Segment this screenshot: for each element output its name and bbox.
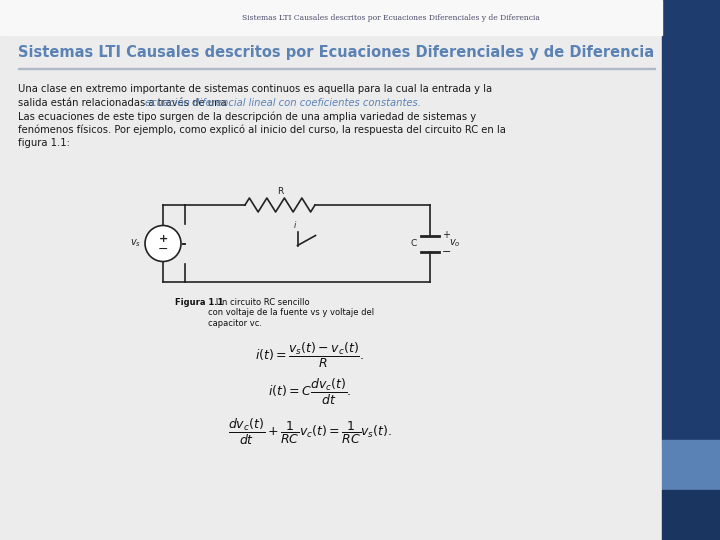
Text: +: +: [158, 233, 168, 244]
Text: $i(t) = \dfrac{v_s(t) - v_c(t)}{R}.$: $i(t) = \dfrac{v_s(t) - v_c(t)}{R}.$: [256, 341, 364, 369]
Text: $v_s$: $v_s$: [130, 238, 141, 249]
Text: salida están relacionadas a través de una: salida están relacionadas a través de un…: [18, 98, 230, 107]
Text: Sistemas LTI Causales descritos por Ecuaciones Diferenciales y de Diferencia: Sistemas LTI Causales descritos por Ecua…: [18, 44, 654, 59]
Text: Las ecuaciones de este tipo surgen de la descripción de una amplia variedad de s: Las ecuaciones de este tipo surgen de la…: [18, 111, 476, 122]
Text: fenómenos físicos. Por ejemplo, como explicó al inicio del curso, la respuesta d: fenómenos físicos. Por ejemplo, como exp…: [18, 125, 506, 135]
Text: −: −: [442, 246, 451, 256]
Text: Un circuito RC sencillo
con voltaje de la fuente vs y voltaje del
capacitor vc.: Un circuito RC sencillo con voltaje de l…: [208, 298, 374, 328]
Bar: [662, 490, 720, 540]
Circle shape: [145, 226, 181, 261]
Text: C: C: [410, 239, 417, 248]
Bar: [662, 440, 720, 490]
Text: +: +: [442, 231, 450, 240]
Text: i: i: [293, 220, 296, 230]
Text: Una clase en extremo importante de sistemas continuos es aquella para la cual la: Una clase en extremo importante de siste…: [18, 84, 492, 94]
Text: $i(t) = C\dfrac{dv_c(t)}{dt}.$: $i(t) = C\dfrac{dv_c(t)}{dt}.$: [269, 377, 352, 407]
Text: figura 1.1:: figura 1.1:: [18, 138, 70, 148]
Bar: [0, 0, 662, 35]
Text: −: −: [158, 243, 168, 256]
Bar: [662, 0, 720, 440]
Text: Sistemas LTI Causales descritos por Ecuaciones Diferenciales y de Diferencia: Sistemas LTI Causales descritos por Ecua…: [242, 14, 540, 22]
Text: $v_o$: $v_o$: [449, 238, 461, 249]
Text: Figura 1.1: Figura 1.1: [175, 298, 223, 307]
Text: $\dfrac{dv_c(t)}{dt} + \dfrac{1}{RC}v_c(t) = \dfrac{1}{RC}v_s(t).$: $\dfrac{dv_c(t)}{dt} + \dfrac{1}{RC}v_c(…: [228, 417, 392, 447]
Text: ecuación diferencial lineal con coeficientes constantes.: ecuación diferencial lineal con coeficie…: [145, 98, 421, 107]
Text: R: R: [277, 187, 283, 196]
Bar: [18, 68, 655, 69]
